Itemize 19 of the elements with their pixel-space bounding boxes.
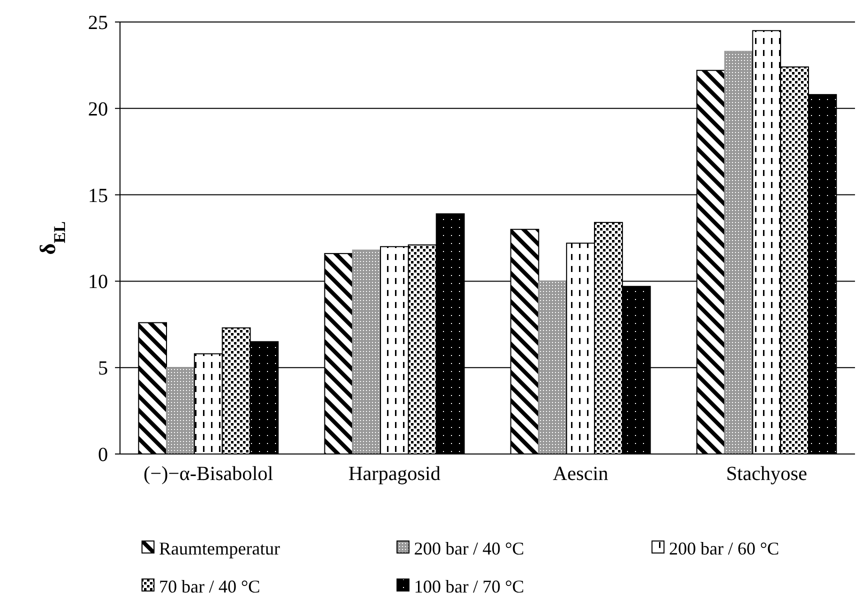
bar: [724, 50, 754, 454]
bar: [166, 367, 195, 454]
y-tick-label: 20: [88, 98, 108, 120]
y-tick-label: 25: [88, 12, 108, 34]
x-tick-label: Harpagosid: [348, 463, 441, 485]
x-tick-label: Aescin: [552, 463, 608, 485]
legend-label: 200 bar / 60 °C: [669, 538, 780, 558]
legend-label: 70 bar / 40 °C: [159, 576, 260, 595]
legend-label: 100 bar / 70 °C: [414, 576, 524, 595]
y-tick-label: 10: [88, 271, 108, 294]
x-tick-label: Stachyose: [726, 463, 808, 485]
legend-label: Raumtemperatur: [159, 538, 280, 558]
y-tick-label: 5: [98, 358, 108, 380]
y-tick-label: 0: [98, 444, 108, 466]
bar: [352, 250, 382, 454]
x-tick-label: (−)−α-Bisabolol: [144, 463, 274, 485]
bar: [538, 280, 568, 454]
y-tick-label: 15: [88, 184, 108, 207]
legend-label: 200 bar / 40 °C: [414, 538, 524, 558]
